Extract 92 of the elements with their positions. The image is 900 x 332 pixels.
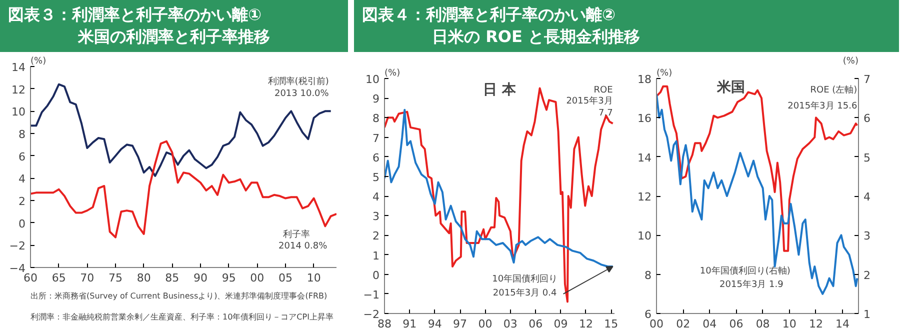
chart-title: 米国 [716,80,746,96]
y2-tick-label: 1 [864,308,870,321]
annotation: 2013 10.0% [274,89,330,100]
text: 出所：米商務省(Survey of Current Businessより)、米連邦準備制度理事会(FRB) [30,292,328,300]
y2-tick-label: 3 [864,230,870,243]
y-tick-label: 14 [638,151,652,164]
y-axis-title: (%) [656,68,672,78]
y-axis-title: (%) [30,56,46,66]
y-tick-label: 14 [12,61,26,74]
y-tick-label: 10 [638,230,652,243]
x-tick-label: 10 [782,318,796,330]
x-tick-label: 94 [428,318,442,330]
x-tick-label: 00 [250,272,264,284]
x-tick-label: 65 [52,272,66,284]
x-tick-label: 85 [165,272,180,284]
y-tick-label: 12 [12,83,26,96]
x-tick-label: 14 [836,318,850,330]
x-tick-label: 08 [756,318,770,330]
y-tick-label: 5 [372,170,380,184]
y-tick-label: 16 [638,112,652,126]
y-tick-label: −1 [363,288,380,302]
y-tick-label: 8 [18,128,26,141]
chart-title: 図表３：利潤率と利子率のかい離① [8,4,263,26]
x-tick-label: 00 [650,318,664,330]
y-tick-label: 10 [366,73,380,86]
annotation: 2015年3月 15.6 [788,100,858,112]
x-tick-label: 10 [306,272,321,284]
y-tick-label: 2 [18,195,26,208]
annotation: 日 本 [483,82,517,98]
y-tick-label: 6 [372,151,380,164]
y-tick-label: 4 [18,172,26,186]
text: 利潤率(税引前) [268,76,329,88]
y2-tick-label: 4 [864,190,870,204]
y2-tick-label: 5 [864,151,870,164]
x-tick-label: 00 [478,318,492,330]
y-tick-label: 6 [644,308,652,321]
y-tick-label: −2 [363,308,380,321]
y-tick-label: 2 [372,230,380,243]
y-tick-label: 10 [12,106,26,119]
x-tick-label: 60 [24,272,38,284]
x-tick-label: 75 [108,272,122,284]
text: ROE [594,86,614,96]
x-tick-label: 06 [729,318,744,330]
x-tick-label: 95 [222,272,236,284]
y-axis-title: (%) [384,68,400,78]
annotation: 2015年3月 7.7 [566,96,613,119]
series-label: 10年国債利回り(右軸) [700,265,790,276]
chart-subtitle: 日米の ROE と長期金利推移 [431,26,641,48]
y-tick-label: 9 [372,92,380,106]
annotation: 2014 0.8% [278,241,328,252]
x-tick-label: 12 [808,318,823,330]
text: ROE (左軸) [810,84,858,96]
x-tick-label: 15 [604,318,618,330]
x-tick-label: 04 [702,318,717,330]
annotation: 2015年3月 0.4 [492,288,557,298]
x-tick-label: 03 [503,318,518,330]
text: 10年国債利回り [492,274,558,284]
y2-tick-label: 2 [864,268,870,282]
annotation: 2015年3月 1.9 [720,279,784,290]
x-tick-label: 12 [578,318,593,330]
y-tick-label: 12 [638,190,652,204]
y-tick-label: 6 [18,150,26,164]
y-tick-label: 0 [372,268,380,282]
series-label: 利子率 [283,228,310,240]
text: 利潤率：非金融純税前営業余剰／生産資産、利子率：10年債利回り－コアCPI上昇率 [30,312,334,322]
line-series [656,93,858,295]
x-tick-label: 88 [378,318,392,330]
x-tick-label: 02 [676,318,690,330]
y2-tick-label: 7 [864,73,870,86]
x-tick-label: 97 [453,318,468,330]
x-tick-label: 80 [136,272,151,284]
y-tick-label: 4 [372,190,380,204]
x-tick-label: 91 [402,318,417,330]
y-tick-label: 1 [372,249,380,262]
chart-title: 図表４：利潤率と利子率のかい離② [362,4,617,26]
y-tick-label: 18 [638,73,652,86]
y2-tick-label: 6 [864,112,870,126]
x-tick-label: 06 [528,318,543,330]
y-tick-label: −2 [9,240,26,253]
line-series [30,140,336,238]
x-tick-label: 70 [80,272,94,284]
x-tick-label: 90 [194,272,208,284]
y-tick-label: 0 [18,217,26,230]
x-tick-label: 09 [554,318,568,330]
y-tick-label: 8 [372,112,380,126]
y-tick-label: 8 [644,268,652,282]
chart-subtitle: 米国の利潤率と利子率推移 [76,26,271,48]
y-tick-label: 7 [372,132,380,145]
y-tick-label: 3 [372,210,380,224]
y2-axis-title: (%) [842,56,859,66]
x-tick-label: 05 [278,272,292,284]
y-tick-label: −4 [9,262,26,275]
